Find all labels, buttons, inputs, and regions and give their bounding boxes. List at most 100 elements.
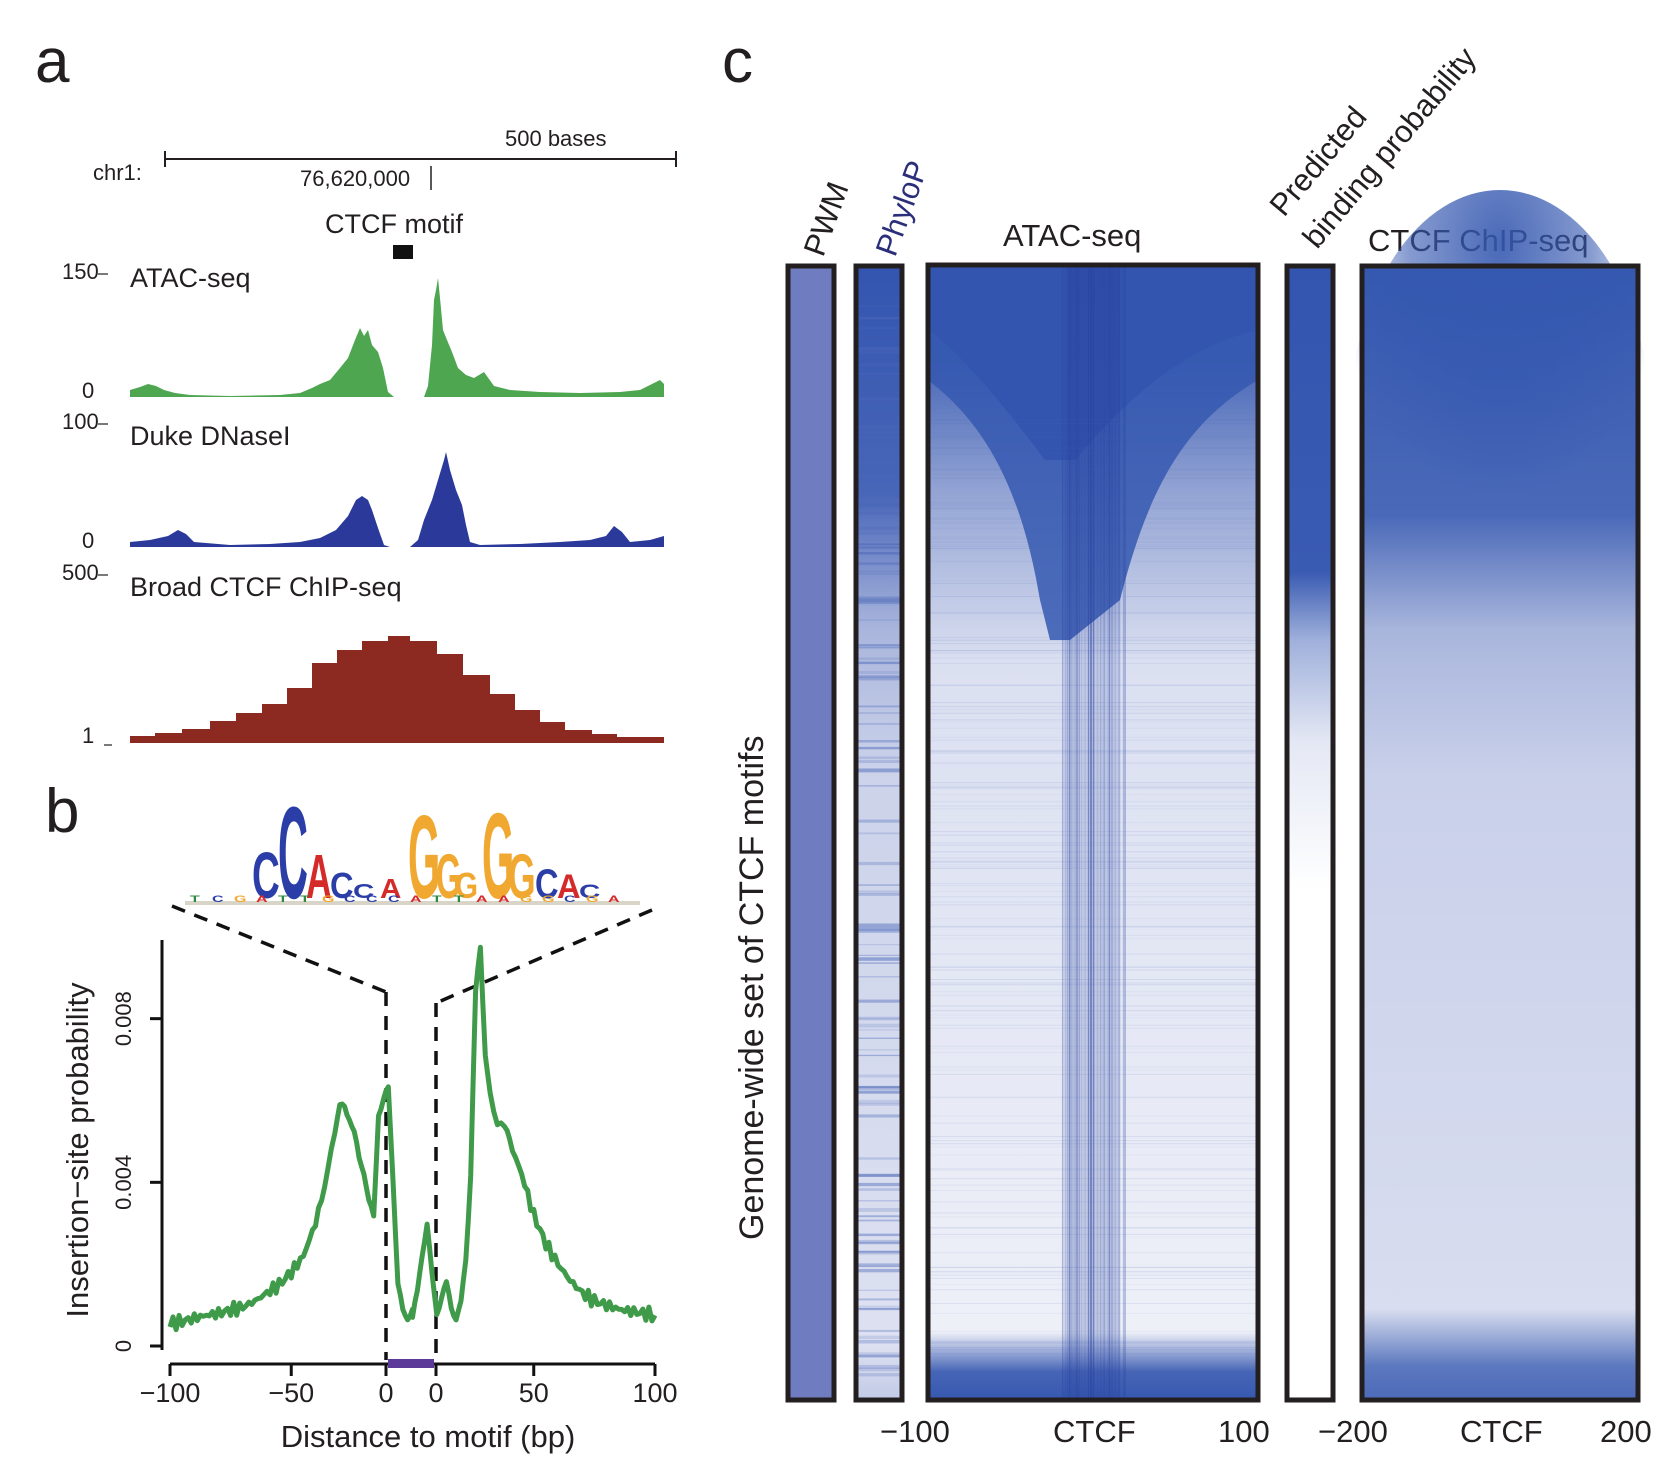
chip-xtick-center: CTCF <box>1460 1414 1543 1449</box>
panel-c: c Genome-wide set of CTCF motifs PWM Phy… <box>722 27 1652 1449</box>
motif-logo-small-letter: C <box>212 894 224 904</box>
motif-logo-small-letter: T <box>454 894 464 904</box>
phylop-texture-row <box>856 1354 902 1358</box>
motif-logo-letter: C <box>535 860 559 907</box>
panel-a: a 500 bases chr1: 76,620,000 CTCF motif … <box>35 27 677 748</box>
col-title-atac: ATAC-seq <box>1003 218 1141 253</box>
phylop-texture-row <box>856 1233 902 1237</box>
phylop-texture-row <box>856 957 902 961</box>
phylop-texture-row <box>856 570 902 573</box>
phylop-texture-row <box>856 546 902 549</box>
phylop-texture-row <box>856 397 902 401</box>
phylop-texture-row <box>856 526 902 531</box>
track-atac-min: 0 <box>82 378 94 403</box>
phylop-texture-row <box>856 1085 902 1089</box>
phylop-texture-row <box>856 455 902 457</box>
phylop-texture-row <box>856 890 902 893</box>
phylop-texture-row <box>856 832 902 835</box>
phylop-texture-row <box>856 1208 902 1212</box>
motif-logo-small-letter: C <box>564 894 576 904</box>
phylop-texture-row <box>856 426 902 431</box>
motif-logo-letter: G <box>482 790 514 925</box>
phylop-texture-row <box>856 1268 902 1273</box>
phylop-texture-row <box>856 1215 902 1218</box>
row-axis-label: Genome-wide set of CTCF motifs <box>733 736 771 1240</box>
phylop-texture-row <box>856 1241 902 1245</box>
phylop-texture-row <box>856 1023 902 1028</box>
heatmap-pwm <box>785 263 837 1403</box>
phylop-texture-row <box>856 1086 902 1090</box>
y-tick-label: 0.004 <box>111 1155 136 1210</box>
phylop-texture-row <box>856 305 902 307</box>
phylop-texture-row <box>856 679 902 681</box>
motif-logo-letter: C <box>330 867 354 907</box>
motif-logo-small-letter: A <box>608 894 620 904</box>
phylop-texture-row <box>856 1090 902 1094</box>
phylop-texture-row <box>856 373 902 375</box>
phylop-texture-row <box>856 552 902 555</box>
phylop-texture-row <box>856 511 902 515</box>
phylop-texture-row <box>856 884 902 886</box>
phylop-texture-row <box>856 740 902 743</box>
chrom-label: chr1: <box>93 160 142 185</box>
track-chip-signal <box>130 636 664 743</box>
phylop-texture-row <box>856 1298 902 1301</box>
chip-xtick-left: −200 <box>1318 1414 1388 1449</box>
heatmap-phylop <box>853 263 905 1403</box>
phylop-texture-row <box>856 756 902 760</box>
col-title-pwm: PWM <box>797 177 856 260</box>
phylop-texture-row <box>856 347 902 351</box>
phylop-texture-row <box>856 436 902 440</box>
phylop-texture-row <box>856 596 902 601</box>
motif-logo-small-letter: A <box>256 894 268 904</box>
phylop-texture-row <box>856 1018 902 1020</box>
phylop-texture-row <box>856 1054 902 1057</box>
motif-location-mark <box>393 245 413 259</box>
motif-logo-small-letter: A <box>498 894 510 904</box>
track-chip-min: 1 <box>82 723 94 748</box>
position-label: 76,620,000 <box>300 166 410 191</box>
phylop-texture-row <box>856 1029 902 1031</box>
phylop-texture-row <box>856 503 902 507</box>
phylop-texture-row <box>856 1157 902 1160</box>
phylop-texture-row <box>856 712 902 714</box>
phylop-texture-row <box>856 746 902 750</box>
phylop-texture-row <box>856 1074 902 1078</box>
phylop-texture-row <box>856 425 902 428</box>
phylop-texture-row <box>856 459 902 464</box>
phylop-texture-row <box>856 1200 902 1202</box>
phylop-texture-row <box>856 785 902 787</box>
motif-logo-small-letter: G <box>520 894 532 904</box>
phylop-texture-row <box>856 1219 902 1222</box>
x-axis-title: Distance to motif (bp) <box>281 1419 576 1454</box>
phylop-texture-row <box>856 1173 902 1177</box>
motif-logo-small-letter: T <box>432 894 442 904</box>
phylop-texture-row <box>856 1339 902 1344</box>
phylop-texture-row <box>856 670 902 674</box>
y-axis-title: Insertion−site probability <box>60 982 95 1318</box>
phylop-texture-row <box>856 573 902 575</box>
panel-c-label: c <box>722 27 753 96</box>
phylop-texture-row <box>856 350 902 354</box>
x-tick-label: −50 <box>268 1378 314 1408</box>
motif-logo-small-letter: G <box>322 894 334 904</box>
track-chip-max: 500 <box>62 560 99 585</box>
phylop-texture-row <box>856 543 902 546</box>
heatmap-predicted <box>1284 263 1336 1403</box>
phylop-texture-row <box>856 1102 902 1106</box>
motif-span-bar <box>388 1359 434 1368</box>
motif-logo-small-letter: A <box>410 894 422 904</box>
x-tick-label: −100 <box>140 1378 201 1408</box>
motif-logo-letter: C <box>252 839 280 912</box>
panel-a-label: a <box>35 27 70 96</box>
phylop-texture-row <box>856 1037 902 1039</box>
track-dnase: 100 Duke DNaseI 0 <box>62 409 664 553</box>
atac-xtick-right: 100 <box>1218 1414 1270 1449</box>
y-tick-label: 0 <box>111 1340 136 1352</box>
track-chip: 500 Broad CTCF ChIP-seq 1 <box>62 560 664 748</box>
phylop-texture-row <box>856 954 902 956</box>
atac-xtick-center: CTCF <box>1053 1414 1136 1449</box>
scale-label: 500 bases <box>505 126 607 151</box>
phylop-texture-row <box>856 461 902 464</box>
phylop-texture-row <box>856 861 902 866</box>
